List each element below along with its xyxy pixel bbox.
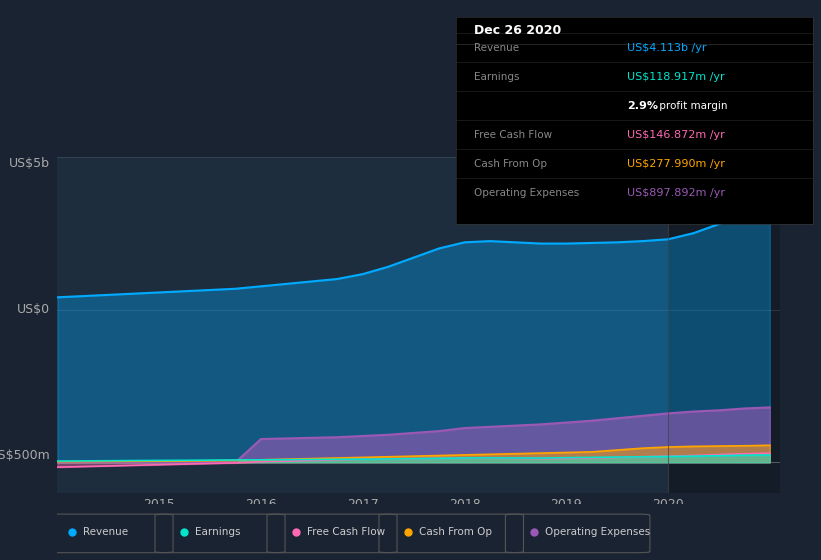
Text: US$897.892m /yr: US$897.892m /yr bbox=[627, 188, 725, 198]
Text: US$4.113b /yr: US$4.113b /yr bbox=[627, 43, 707, 53]
Text: Earnings: Earnings bbox=[195, 527, 241, 537]
Bar bbox=[668, 157, 780, 493]
Text: profit margin: profit margin bbox=[656, 101, 727, 111]
Text: US$277.990m /yr: US$277.990m /yr bbox=[627, 159, 725, 169]
Text: US$5b: US$5b bbox=[9, 157, 50, 170]
Text: US$146.872m /yr: US$146.872m /yr bbox=[627, 130, 725, 140]
Text: US$118.917m /yr: US$118.917m /yr bbox=[627, 72, 725, 82]
Text: Free Cash Flow: Free Cash Flow bbox=[307, 527, 385, 537]
Text: Operating Expenses: Operating Expenses bbox=[545, 527, 650, 537]
Text: Revenue: Revenue bbox=[83, 527, 128, 537]
Text: Revenue: Revenue bbox=[474, 43, 519, 53]
Text: Operating Expenses: Operating Expenses bbox=[474, 188, 579, 198]
Text: Cash From Op: Cash From Op bbox=[419, 527, 492, 537]
Text: Cash From Op: Cash From Op bbox=[474, 159, 547, 169]
Text: Free Cash Flow: Free Cash Flow bbox=[474, 130, 552, 140]
Text: 2.9%: 2.9% bbox=[627, 101, 658, 111]
Text: Earnings: Earnings bbox=[474, 72, 519, 82]
Text: -US$500m: -US$500m bbox=[0, 449, 50, 462]
Text: Dec 26 2020: Dec 26 2020 bbox=[474, 24, 561, 37]
Text: US$0: US$0 bbox=[17, 303, 50, 316]
